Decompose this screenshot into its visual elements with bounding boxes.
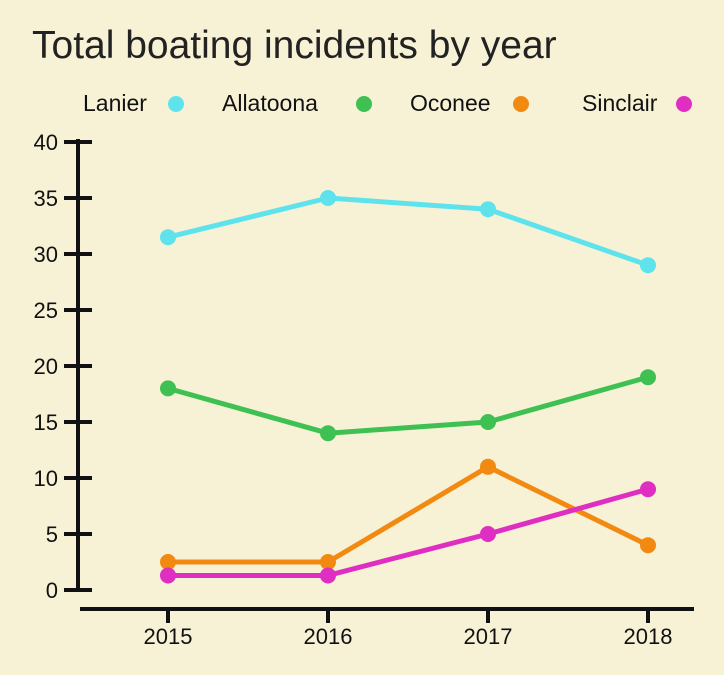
y-tick-label: 30 xyxy=(34,242,58,267)
legend-swatch xyxy=(513,96,529,112)
legend-label: Lanier xyxy=(83,90,147,116)
y-tick-label: 35 xyxy=(34,186,58,211)
series-lanier xyxy=(160,190,656,274)
legend-swatch xyxy=(676,96,692,112)
series-line-oconee xyxy=(165,464,651,565)
legend-item-sinclair: Sinclair xyxy=(582,90,692,116)
series-line-lanier xyxy=(165,195,651,268)
legend-item-lanier: Lanier xyxy=(83,90,184,116)
y-tick-label: 20 xyxy=(34,354,58,379)
chart-title: Total boating incidents by year xyxy=(32,24,557,67)
series-sinclair xyxy=(160,481,656,584)
series-oconee xyxy=(160,458,656,570)
data-point-lanier-2015 xyxy=(160,229,176,246)
legend-item-allatoona: Allatoona xyxy=(222,90,372,116)
data-point-sinclair-2018 xyxy=(640,481,656,498)
x-tick-label: 2015 xyxy=(144,624,193,649)
data-point-oconee-2016 xyxy=(320,554,336,570)
series-layer xyxy=(160,190,656,584)
x-tick-label: 2016 xyxy=(304,624,353,649)
x-axis: 2015 2016 2017 2018 xyxy=(80,607,694,649)
x-tick-label: 2017 xyxy=(464,624,513,649)
data-point-oconee-2017 xyxy=(480,458,496,475)
y-axis: 0 5 10 15 20 25 30 35 40 xyxy=(34,130,92,603)
data-point-oconee-2015 xyxy=(160,554,176,570)
legend-label: Sinclair xyxy=(582,90,658,116)
x-tick-label: 2018 xyxy=(624,624,673,649)
data-point-sinclair-2015 xyxy=(160,567,176,584)
y-tick-label: 0 xyxy=(46,578,58,603)
y-tick-label: 5 xyxy=(46,522,58,547)
legend-item-oconee: Oconee xyxy=(410,90,529,116)
y-tick-label: 15 xyxy=(34,410,58,435)
data-point-lanier-2016 xyxy=(320,190,336,206)
series-allatoona xyxy=(160,369,656,442)
series-line-allatoona xyxy=(165,374,651,436)
data-point-allatoona-2017 xyxy=(480,414,496,430)
data-point-lanier-2017 xyxy=(480,201,496,218)
legend: Lanier Allatoona Oconee Sinclair xyxy=(83,90,692,116)
y-tick-label: 25 xyxy=(34,298,58,323)
data-point-lanier-2018 xyxy=(640,257,656,274)
legend-swatch xyxy=(356,96,372,112)
data-point-allatoona-2018 xyxy=(640,369,656,386)
data-point-oconee-2018 xyxy=(640,537,656,554)
y-tick-label: 10 xyxy=(34,466,58,491)
data-point-sinclair-2017 xyxy=(480,526,496,542)
legend-label: Oconee xyxy=(410,90,491,116)
series-line-sinclair xyxy=(165,486,651,578)
legend-swatch xyxy=(168,96,184,112)
y-tick-label: 40 xyxy=(34,130,58,155)
data-point-sinclair-2016 xyxy=(320,567,336,584)
legend-label: Allatoona xyxy=(222,90,318,116)
data-point-allatoona-2015 xyxy=(160,380,176,397)
data-point-allatoona-2016 xyxy=(320,425,336,442)
